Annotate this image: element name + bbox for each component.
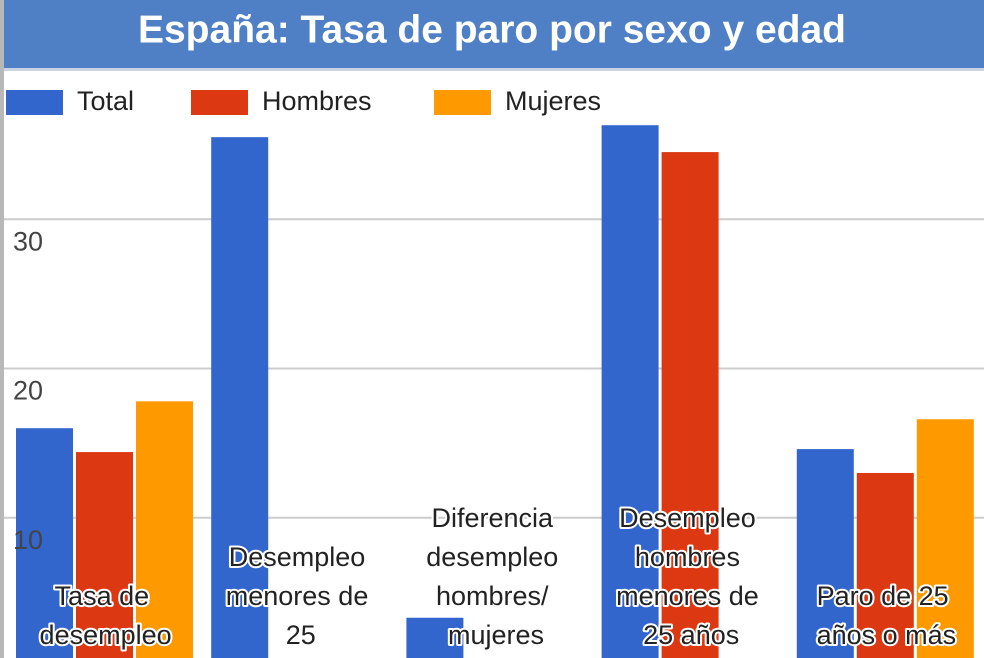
bar — [916, 419, 974, 658]
bar — [136, 401, 193, 658]
legend-label: Mujeres — [505, 86, 601, 116]
bar — [211, 137, 269, 658]
legend-swatch — [191, 90, 248, 115]
x-tick-label: Diferencia desempleo hombres/ mujeres — [426, 503, 566, 650]
y-tick-label: 30 — [13, 226, 43, 256]
bar — [406, 617, 464, 658]
frame-border — [0, 0, 4, 658]
bar — [76, 452, 133, 658]
title-border — [0, 68, 984, 71]
x-tick-label: Desempleo menores de 25 — [226, 542, 376, 650]
x-tick-label: Desempleo hombres menores de 25 años — [616, 503, 766, 650]
legend-label: Total — [77, 86, 134, 116]
title-bar — [0, 0, 984, 68]
legend-swatch — [6, 90, 63, 115]
y-tick-label: 20 — [13, 376, 43, 406]
x-tick-label: Tasa de desempleo — [40, 581, 172, 650]
legend-label: Hombres — [262, 86, 372, 116]
legend-swatch — [434, 90, 491, 115]
bar — [661, 152, 719, 658]
y-tick-label: 10 — [13, 525, 43, 555]
x-tick-label: Paro de 25 años o más — [817, 581, 957, 650]
bar — [601, 125, 659, 658]
bar — [856, 472, 914, 658]
bar — [796, 449, 854, 658]
chart-title: España: Tasa de paro por sexo y edad — [138, 8, 846, 51]
bar — [16, 428, 73, 658]
